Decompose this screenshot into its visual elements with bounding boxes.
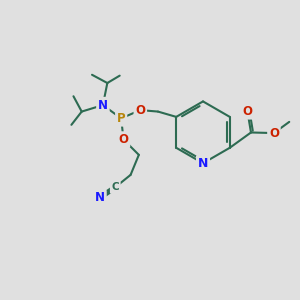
Text: N: N bbox=[95, 191, 105, 204]
Text: O: O bbox=[118, 133, 128, 146]
Text: O: O bbox=[269, 127, 279, 140]
Text: P: P bbox=[117, 112, 125, 125]
Text: N: N bbox=[198, 157, 208, 170]
Text: C: C bbox=[112, 182, 119, 192]
Text: O: O bbox=[242, 105, 252, 118]
Text: N: N bbox=[98, 99, 108, 112]
Text: O: O bbox=[135, 103, 145, 117]
